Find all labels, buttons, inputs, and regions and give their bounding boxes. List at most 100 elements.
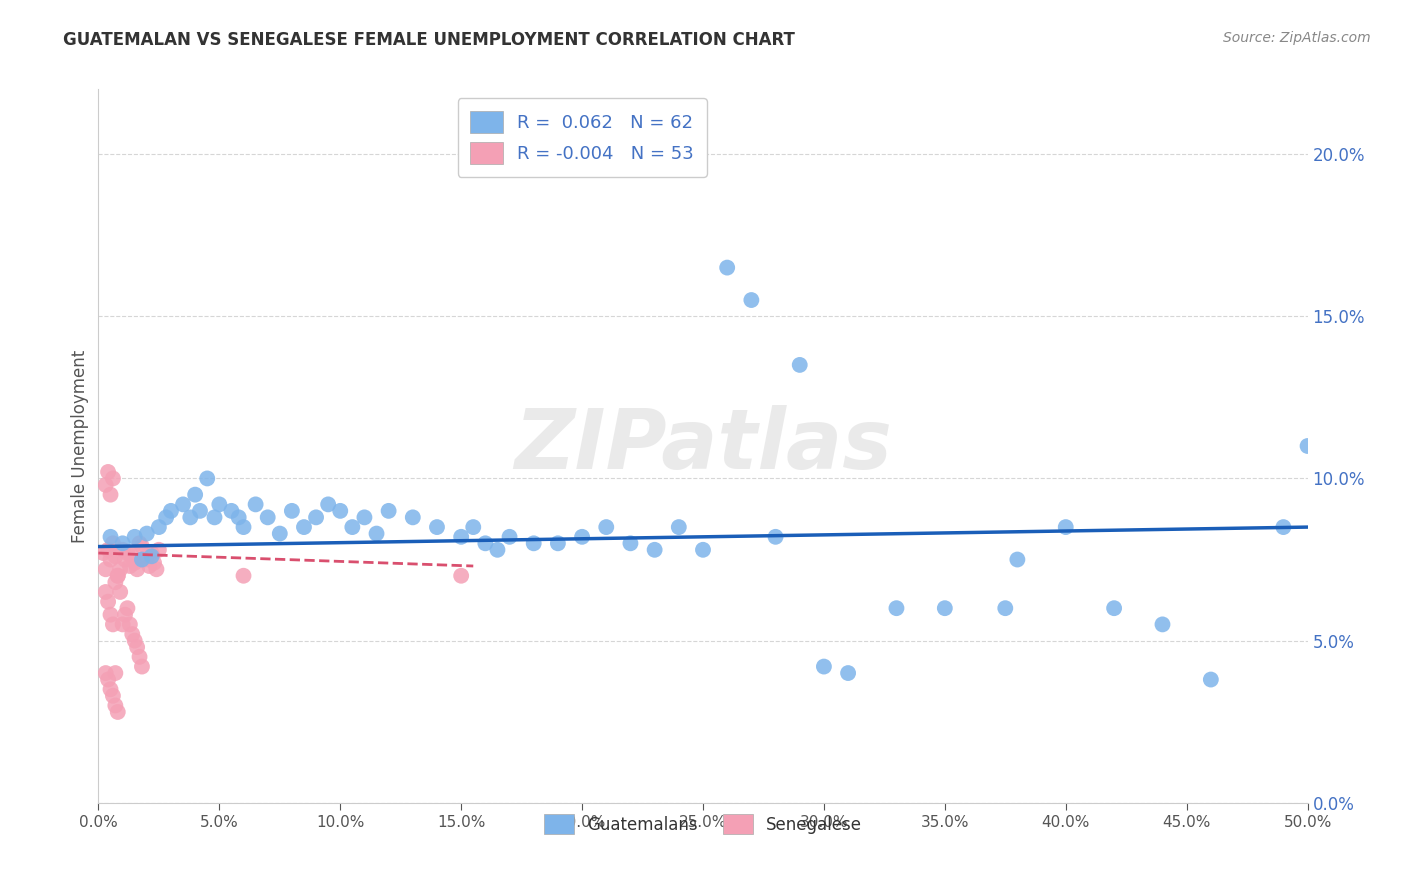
Point: [97, 542, 120, 557]
Point: [789, 358, 811, 372]
Point: [118, 617, 141, 632]
Point: [1007, 552, 1029, 566]
Point: [104, 549, 127, 564]
Point: [813, 659, 835, 673]
Point: [1054, 520, 1077, 534]
Point: [131, 552, 153, 566]
Point: [305, 510, 328, 524]
Point: [108, 562, 131, 576]
Point: [232, 520, 254, 534]
Point: [204, 510, 226, 524]
Point: [124, 633, 146, 648]
Text: Source: ZipAtlas.com: Source: ZipAtlas.com: [1223, 31, 1371, 45]
Point: [94, 562, 117, 576]
Point: [571, 530, 593, 544]
Point: [111, 617, 134, 632]
Point: [108, 585, 131, 599]
Point: [128, 536, 150, 550]
Point: [256, 510, 278, 524]
Point: [269, 526, 291, 541]
Point: [104, 666, 127, 681]
Point: [232, 568, 254, 582]
Point: [135, 526, 157, 541]
Point: [117, 546, 139, 560]
Point: [228, 510, 250, 524]
Point: [124, 556, 146, 570]
Point: [107, 568, 129, 582]
Point: [114, 607, 136, 622]
Point: [740, 293, 762, 307]
Point: [118, 559, 141, 574]
Point: [402, 510, 425, 524]
Text: GUATEMALAN VS SENEGALESE FEMALE UNEMPLOYMENT CORRELATION CHART: GUATEMALAN VS SENEGALESE FEMALE UNEMPLOY…: [63, 31, 796, 49]
Point: [595, 520, 617, 534]
Point: [111, 536, 134, 550]
Point: [160, 504, 183, 518]
Point: [837, 666, 859, 681]
Point: [426, 520, 449, 534]
Point: [668, 520, 690, 534]
Point: [97, 595, 120, 609]
Point: [619, 536, 641, 550]
Point: [145, 562, 167, 576]
Point: [208, 497, 231, 511]
Point: [143, 556, 166, 570]
Point: [117, 601, 139, 615]
Point: [184, 488, 207, 502]
Point: [523, 536, 546, 550]
Point: [547, 536, 569, 550]
Point: [1272, 520, 1295, 534]
Point: [94, 585, 117, 599]
Point: [195, 471, 218, 485]
Point: [97, 673, 120, 687]
Point: [127, 640, 149, 654]
Point: [1152, 617, 1174, 632]
Point: [886, 601, 908, 615]
Legend: Guatemalans, Senegalese: Guatemalans, Senegalese: [534, 804, 872, 845]
Point: [127, 562, 149, 576]
Text: ZIPatlas: ZIPatlas: [515, 406, 891, 486]
Point: [1102, 601, 1125, 615]
Point: [316, 497, 339, 511]
Point: [135, 549, 157, 564]
Point: [94, 666, 117, 681]
Point: [111, 542, 134, 557]
Point: [107, 568, 129, 582]
Point: [134, 552, 156, 566]
Point: [245, 497, 267, 511]
Point: [353, 510, 375, 524]
Point: [124, 530, 146, 544]
Point: [692, 542, 714, 557]
Point: [104, 575, 127, 590]
Point: [292, 520, 315, 534]
Point: [91, 546, 114, 560]
Point: [450, 568, 472, 582]
Point: [107, 705, 129, 719]
Point: [366, 526, 388, 541]
Point: [342, 520, 364, 534]
Point: [994, 601, 1017, 615]
Point: [97, 465, 120, 479]
Point: [100, 552, 122, 566]
Point: [644, 542, 666, 557]
Point: [1296, 439, 1319, 453]
Point: [141, 549, 163, 564]
Point: [141, 546, 163, 560]
Point: [101, 536, 124, 550]
Point: [128, 649, 150, 664]
Point: [172, 497, 194, 511]
Point: [148, 520, 170, 534]
Point: [138, 559, 160, 574]
Point: [486, 542, 509, 557]
Point: [1199, 673, 1222, 687]
Point: [94, 478, 117, 492]
Point: [188, 504, 211, 518]
Point: [100, 530, 122, 544]
Point: [100, 682, 122, 697]
Point: [155, 510, 177, 524]
Point: [498, 530, 520, 544]
Point: [101, 617, 124, 632]
Y-axis label: Female Unemployment: Female Unemployment: [70, 350, 89, 542]
Point: [100, 488, 122, 502]
Point: [221, 504, 243, 518]
